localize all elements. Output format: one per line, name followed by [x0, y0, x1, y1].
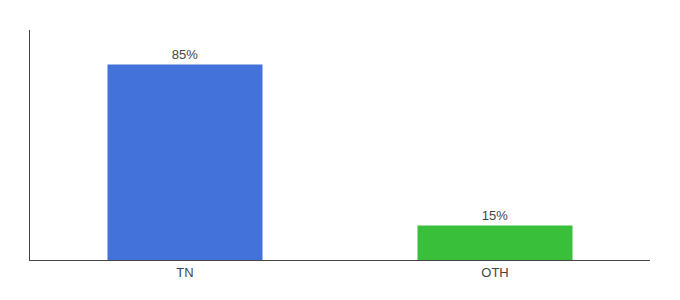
svg-text:15%: 15%: [482, 208, 508, 223]
svg-text:TN: TN: [176, 265, 193, 280]
svg-text:OTH: OTH: [481, 265, 508, 280]
svg-text:85%: 85%: [172, 47, 198, 62]
